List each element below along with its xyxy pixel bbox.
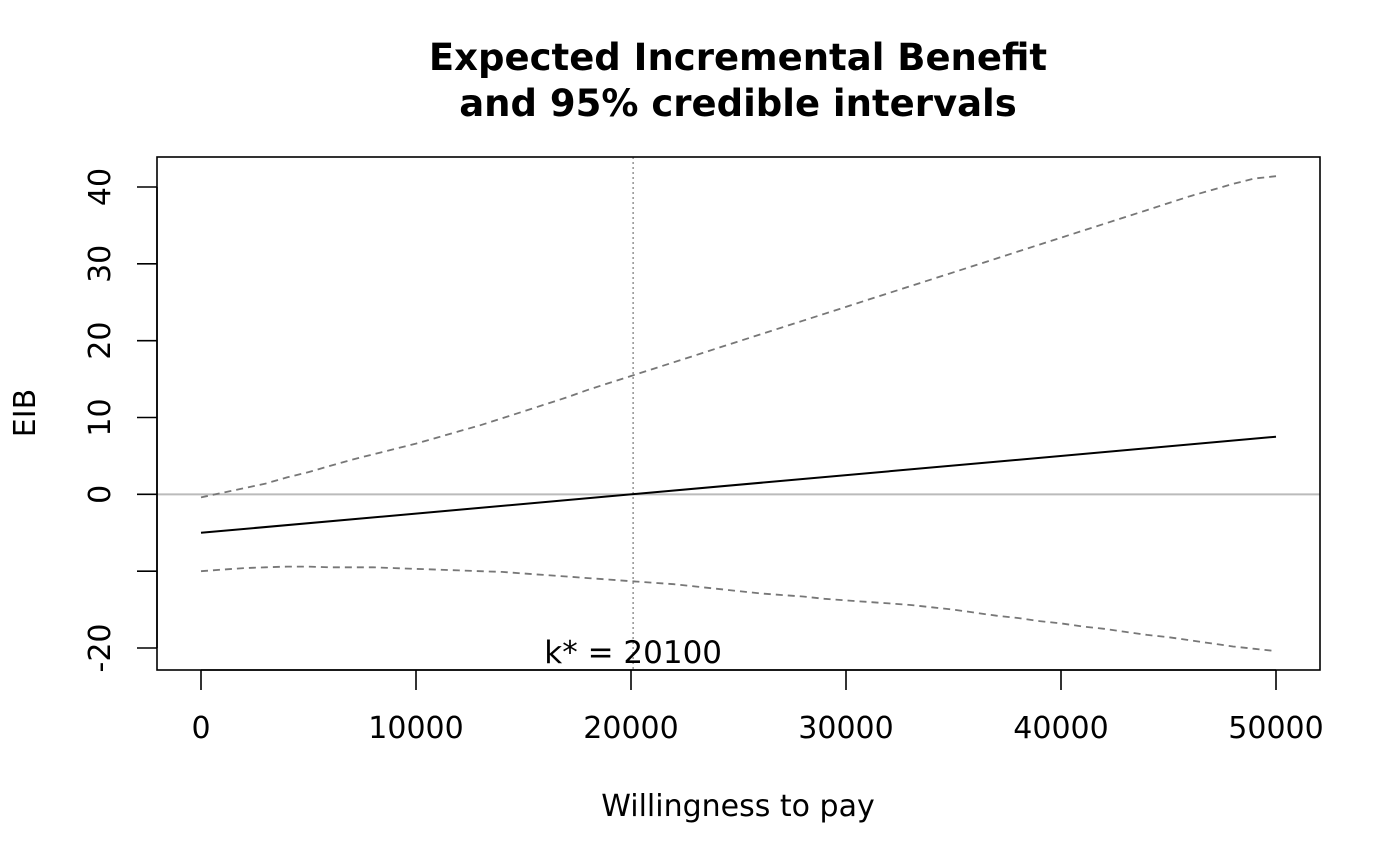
- kstar-annotation: k* = 20100: [544, 635, 722, 671]
- x-tick-label: 30000: [798, 711, 893, 746]
- x-tick-label: 20000: [583, 711, 678, 746]
- x-tick-label: 40000: [1013, 711, 1108, 746]
- y-tick-label: 10: [83, 398, 118, 436]
- chart-title-line-1: Expected Incremental Benefit: [429, 36, 1047, 79]
- y-tick-label: 20: [83, 322, 118, 360]
- y-tick-label: 30: [83, 245, 118, 283]
- y-tick-label: 0: [83, 485, 118, 504]
- y-tick-label: -20: [83, 624, 118, 673]
- x-tick-label: 10000: [368, 711, 463, 746]
- upper-credible-interval-line: [200, 175, 1277, 499]
- plot-area: [157, 157, 1320, 670]
- x-axis-label: Willingness to pay: [601, 789, 875, 824]
- x-tick-label: 50000: [1228, 711, 1323, 746]
- y-axis-label: EIB: [8, 389, 43, 437]
- axes: 0 10000 20000 30000 40000 50000 -20 0 10 20 30 40: [83, 168, 1324, 746]
- y-tick-label: 40: [83, 168, 118, 206]
- chart-title-line-2: and 95% credible intervals: [459, 82, 1017, 125]
- lower-credible-interval-line: [200, 565, 1277, 652]
- plot-frame: [156, 156, 1321, 671]
- x-tick-label: 0: [191, 711, 210, 746]
- eib-line: [200, 435, 1277, 534]
